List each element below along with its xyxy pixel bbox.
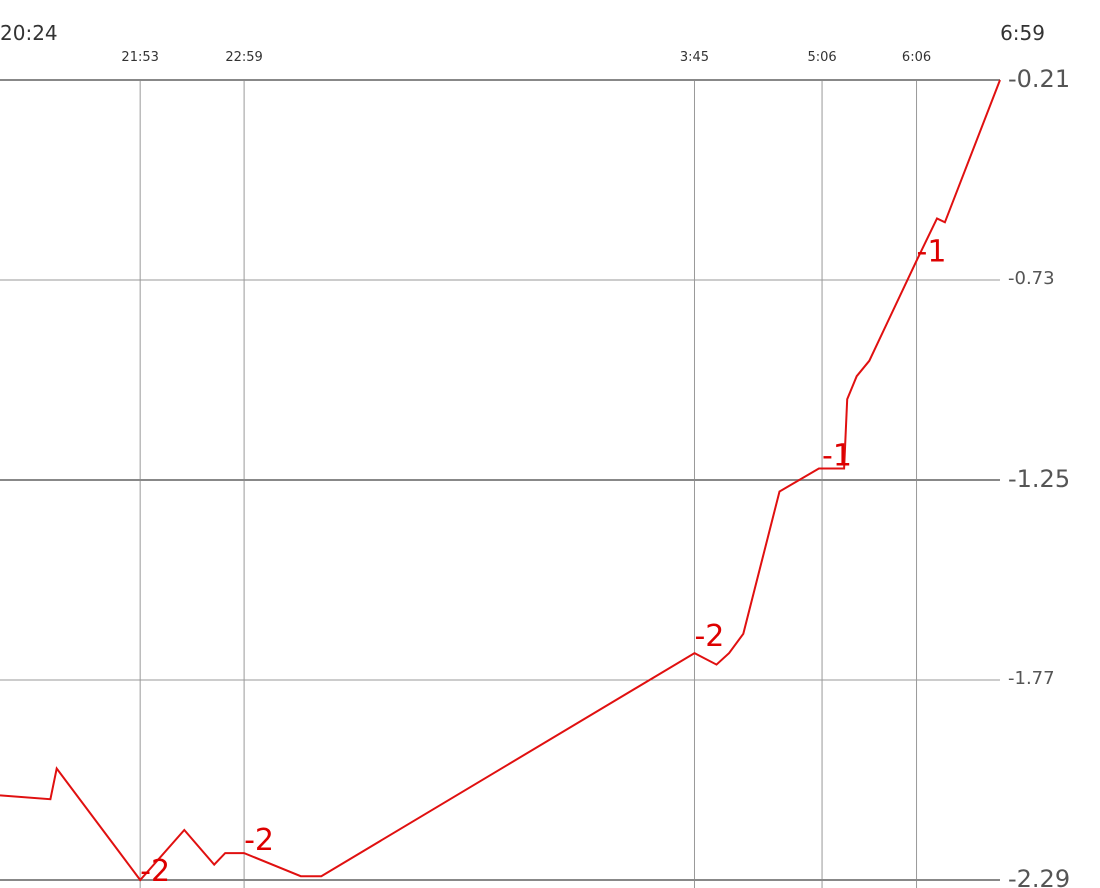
x-tick-label: 21:53 [121, 50, 158, 65]
annotations: -2 -2 -2 -1 -1 [140, 235, 946, 888]
series-line [0, 79, 1001, 882]
y-tick-label: -2.29 [1008, 865, 1070, 888]
y-tick-label: -0.21 [1008, 65, 1070, 93]
grid [0, 79, 1000, 888]
x-tick-label: 20:24 [0, 21, 58, 45]
y-axis-ticks: -0.21 -0.73 -1.25 -1.77 -2.29 [1008, 65, 1070, 888]
x-tick-label: 3:45 [680, 50, 709, 65]
series-layer [0, 79, 1001, 882]
data-annotation: -2 [244, 823, 274, 858]
data-annotation: -2 [694, 619, 724, 654]
y-tick-label: -1.25 [1008, 465, 1070, 493]
data-annotation: -1 [917, 235, 947, 270]
data-annotation: -1 [822, 438, 852, 473]
x-tick-label: 22:59 [225, 50, 262, 65]
y-tick-label: -0.73 [1008, 268, 1055, 289]
x-tick-label: 6:06 [902, 50, 931, 65]
data-annotation: -2 [140, 854, 170, 888]
x-tick-label: 5:06 [807, 50, 836, 65]
x-axis-ticks: 20:24 21:53 22:59 3:45 5:06 6:06 6:59 [0, 21, 1045, 65]
x-tick-label: 6:59 [1000, 21, 1045, 45]
y-tick-label: -1.77 [1008, 668, 1055, 689]
